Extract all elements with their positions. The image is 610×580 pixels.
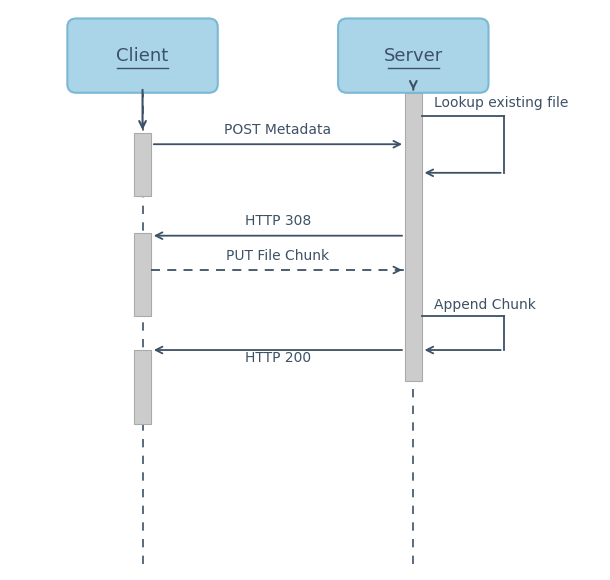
Bar — [134, 233, 151, 316]
Text: Lookup existing file: Lookup existing file — [434, 96, 569, 110]
Bar — [134, 350, 151, 425]
Text: HTTP 200: HTTP 200 — [245, 351, 311, 365]
Text: POST Metadata: POST Metadata — [224, 123, 331, 137]
Text: Client: Client — [117, 46, 169, 64]
FancyBboxPatch shape — [67, 19, 218, 93]
Text: PUT File Chunk: PUT File Chunk — [226, 249, 329, 263]
FancyBboxPatch shape — [338, 19, 489, 93]
Text: HTTP 308: HTTP 308 — [245, 214, 311, 229]
Bar — [405, 93, 422, 382]
Text: Append Chunk: Append Chunk — [434, 298, 536, 311]
Text: Server: Server — [384, 46, 443, 64]
Bar — [134, 133, 151, 195]
